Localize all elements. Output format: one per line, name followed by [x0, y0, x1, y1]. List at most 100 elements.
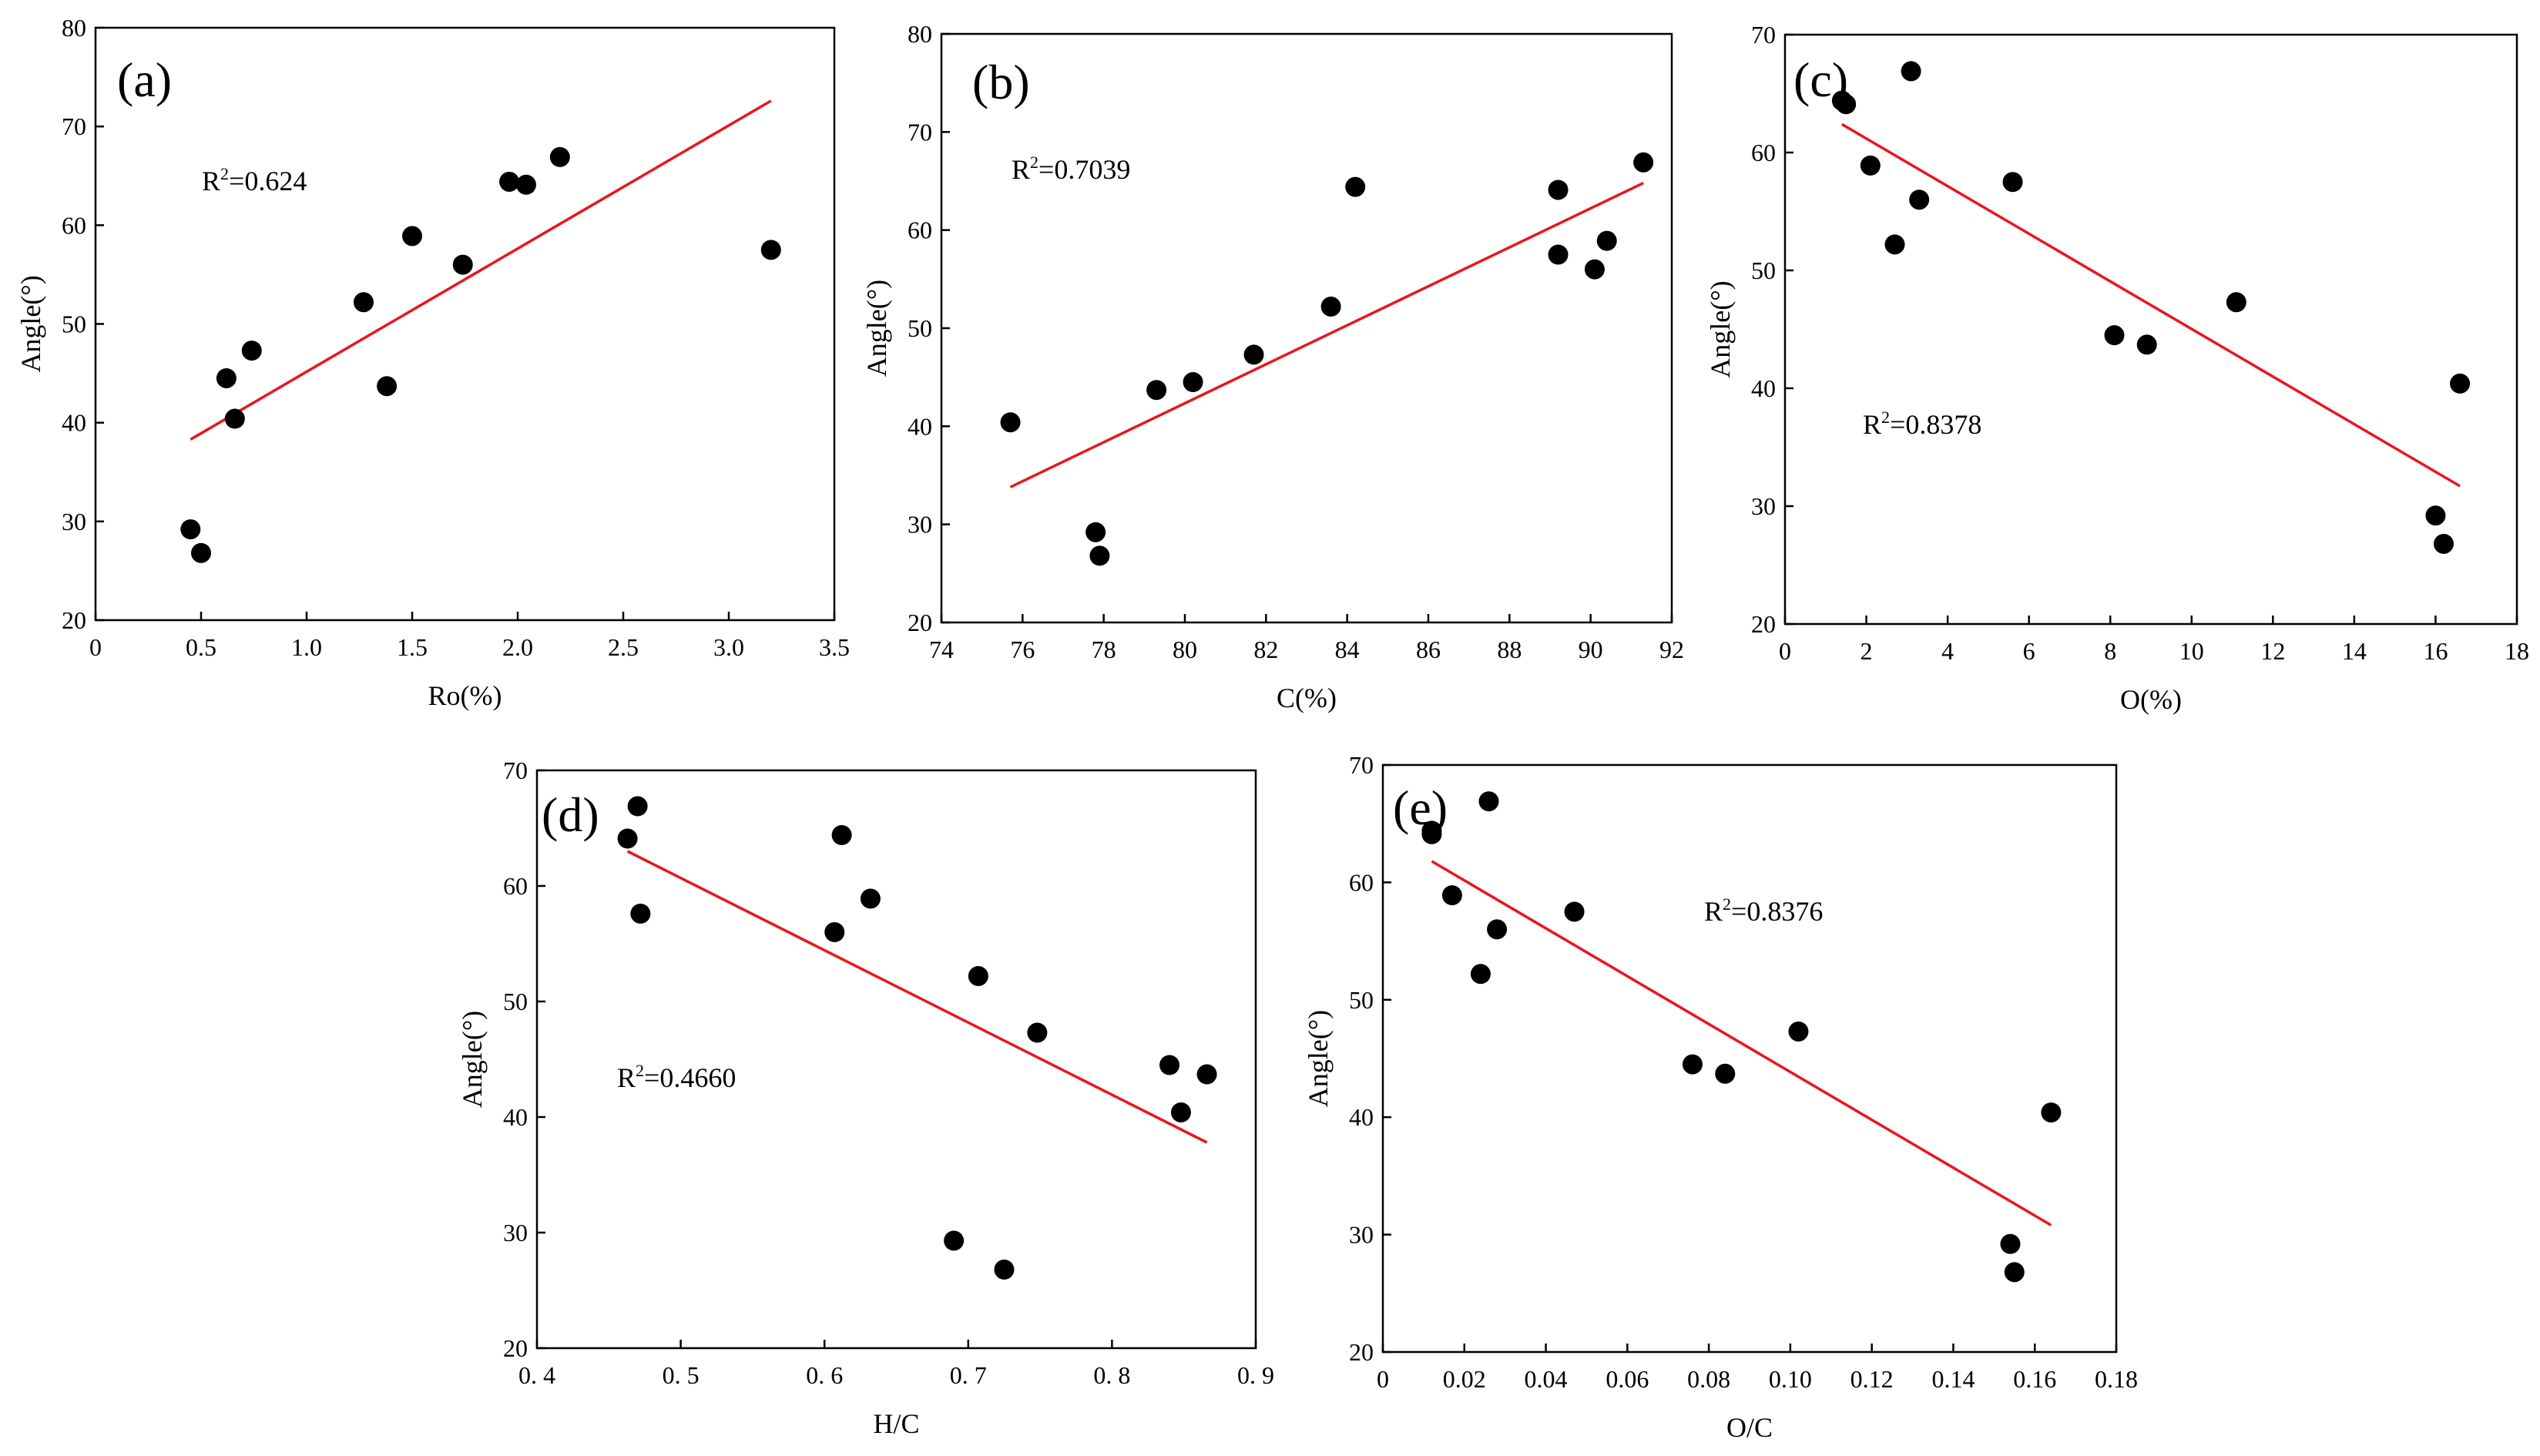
data-point	[1788, 1021, 1809, 1042]
y-axis-title: Angle(°)	[861, 280, 892, 377]
y-tick-label: 70	[1751, 21, 1776, 49]
y-tick-label: 70	[1349, 751, 1374, 779]
y-tick-label: 20	[62, 606, 86, 634]
y-tick-label: 80	[908, 20, 932, 48]
data-point	[1715, 1063, 1736, 1084]
x-tick-label: 0. 7	[950, 1361, 987, 1389]
r-squared-prefix: R	[202, 166, 220, 196]
r-squared-value: =0.8376	[1731, 896, 1823, 927]
data-point	[1487, 919, 1508, 940]
data-point	[515, 174, 536, 195]
y-tick-label: 40	[908, 412, 932, 440]
data-point	[224, 408, 245, 429]
data-point	[1027, 1022, 1048, 1043]
data-point	[2136, 334, 2157, 355]
chart-panel-e: 0 0.02 0.04 0.06 0.08 0.10 0.12 0.14 0.16 0.18 20 3…	[1303, 751, 2138, 1443]
data-point	[1170, 1102, 1191, 1122]
r-squared-superscript: 2	[1723, 894, 1731, 914]
y-axis-title: Angle(°)	[15, 275, 46, 372]
r-squared-prefix: R	[1704, 896, 1723, 927]
x-tick-label: 2.0	[502, 633, 533, 661]
data-point	[1243, 344, 1264, 365]
data-point	[549, 146, 570, 167]
regression-line	[190, 99, 772, 441]
x-tick-label: 0.10	[1769, 1365, 1812, 1393]
y-tick-label: 50	[1349, 986, 1374, 1014]
data-point	[402, 226, 422, 247]
r-squared-superscript: 2	[636, 1061, 644, 1080]
x-tick-label: 76	[1010, 636, 1035, 663]
data-point	[2226, 292, 2246, 313]
panel-label: (d)	[542, 787, 599, 842]
data-point	[617, 828, 638, 849]
r-squared-prefix: R	[617, 1062, 636, 1093]
x-tick-label: 12	[2260, 637, 2285, 665]
r-squared-value: =0.4660	[644, 1062, 736, 1093]
x-tick-label: 3.0	[713, 633, 744, 661]
plot-frame	[535, 769, 1257, 1350]
y-tick-label: 30	[908, 511, 932, 538]
x-tick-label: 0.5	[186, 633, 216, 661]
data-point	[944, 1230, 965, 1251]
x-tick-label: 86	[1416, 636, 1441, 663]
y-tick-label: 70	[62, 112, 86, 140]
r-squared-annotation: R2=0.7039	[1012, 153, 1130, 185]
regression-line	[1009, 181, 1644, 488]
y-tick-label: 20	[503, 1334, 528, 1362]
y-tick-label: 60	[1751, 139, 1776, 166]
x-tick-label: 92	[1659, 636, 1684, 663]
x-tick-label: 1.5	[397, 633, 428, 661]
data-point	[1548, 179, 1569, 200]
data-point	[1884, 234, 1905, 255]
data-point	[1089, 545, 1110, 566]
x-axis-title: Ro(%)	[428, 680, 502, 711]
x-axis-title: O/C	[1726, 1412, 1773, 1443]
x-tick-label: 82	[1253, 636, 1278, 663]
y-axis-title: Angle(°)	[1303, 1010, 1334, 1107]
y-tick-label: 60	[503, 872, 528, 900]
y-tick-label: 50	[503, 988, 528, 1015]
y-axis-title: Angle(°)	[457, 1011, 488, 1108]
y-tick-label: 30	[503, 1219, 528, 1246]
r-squared-prefix: R	[1863, 409, 1881, 440]
y-tick-label: 80	[62, 14, 86, 42]
data-point	[994, 1260, 1015, 1280]
data-point	[1159, 1055, 1180, 1075]
data-point	[1860, 155, 1881, 176]
x-tick-label: 2	[1861, 637, 1873, 665]
x-tick-label: 0.14	[1931, 1365, 1975, 1393]
data-point	[1320, 296, 1341, 317]
data-point	[499, 171, 520, 192]
r-squared-annotation: R2=0.4660	[617, 1061, 736, 1093]
data-point	[824, 922, 845, 942]
y-tick-label: 30	[62, 508, 86, 535]
x-tick-label: 6	[2023, 637, 2035, 665]
x-tick-label: 10	[2179, 637, 2204, 665]
y-tick-label: 50	[1751, 257, 1776, 284]
y-tick-label: 60	[62, 211, 86, 239]
x-axis-title: C(%)	[1277, 683, 1337, 713]
x-tick-label: 0. 5	[663, 1361, 700, 1389]
data-point	[180, 519, 201, 540]
data-point	[1909, 190, 1930, 210]
x-tick-label: 0	[1779, 637, 1791, 665]
regression-line	[1841, 122, 2461, 488]
y-tick-label: 20	[1751, 610, 1776, 638]
x-tick-label: 0.02	[1443, 1365, 1486, 1393]
x-tick-label: 0.16	[2013, 1365, 2056, 1393]
x-tick-label: 0.18	[2095, 1365, 2138, 1393]
x-tick-label: 78	[1092, 636, 1116, 663]
x-tick-label: 0	[89, 633, 102, 661]
x-tick-label: 8	[2104, 637, 2116, 665]
x-tick-label: 2.5	[608, 633, 639, 661]
plot-frame	[940, 32, 1673, 624]
x-tick-label: 0. 6	[806, 1361, 843, 1389]
data-point	[1183, 372, 1203, 393]
data-point	[216, 367, 237, 388]
plot-frame	[1783, 33, 2518, 626]
r-squared-superscript: 2	[1030, 153, 1038, 172]
y-tick-label: 30	[1349, 1221, 1374, 1249]
x-tick-label: 74	[929, 636, 954, 663]
data-point	[1682, 1054, 1703, 1075]
plot-frame	[1381, 763, 2118, 1354]
